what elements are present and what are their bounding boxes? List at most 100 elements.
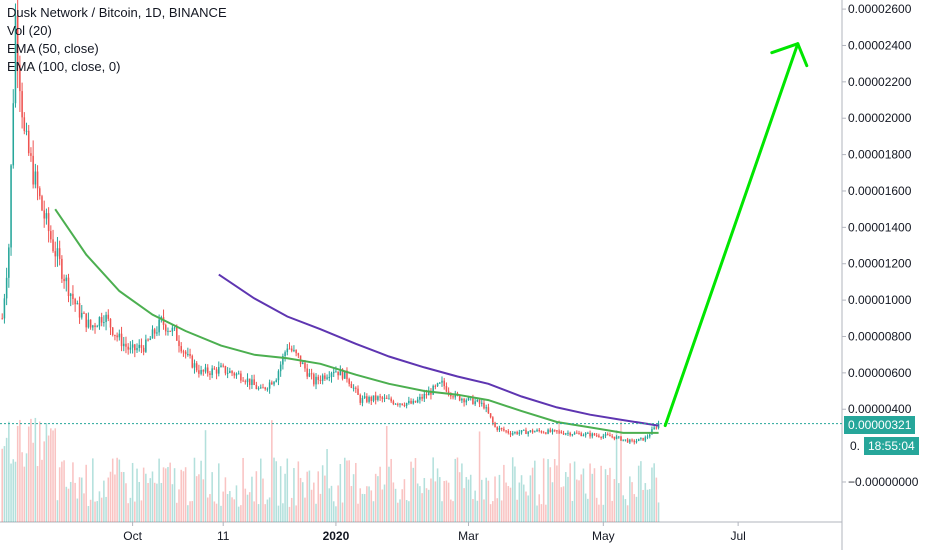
- ema50-line: [54, 208, 659, 434]
- volume-bar: [21, 452, 23, 522]
- candle-body: [308, 373, 311, 377]
- candle-body: [78, 303, 81, 318]
- candle-body: [282, 356, 284, 365]
- candle-body: [114, 334, 116, 336]
- candle-body: [370, 397, 373, 401]
- legend-ema100[interactable]: EMA (100, close, 0): [7, 59, 121, 74]
- candle-body: [423, 394, 426, 399]
- volume-bar: [589, 463, 591, 522]
- candle-body: [507, 431, 510, 434]
- candle-body: [604, 434, 607, 436]
- candle-body: [611, 436, 613, 438]
- volume-bar: [308, 470, 311, 522]
- volume-bar: [5, 437, 8, 522]
- legend-vol[interactable]: Vol (20): [7, 23, 52, 38]
- candle-body: [200, 370, 202, 374]
- candle-body: [427, 391, 430, 396]
- candle-body: [640, 437, 642, 439]
- volume-bar: [297, 461, 300, 522]
- volume-bar: [646, 489, 649, 522]
- candle-body: [164, 324, 167, 332]
- candle-body: [8, 247, 10, 278]
- volume-bar: [286, 458, 289, 522]
- volume-bar: [288, 506, 291, 522]
- candle-body: [240, 373, 242, 381]
- volume-bar: [560, 487, 563, 522]
- candle-body: [288, 348, 291, 350]
- candle-body: [511, 433, 514, 435]
- volume-bar: [89, 499, 92, 522]
- candle-body: [476, 399, 479, 402]
- volume-bar: [615, 430, 618, 522]
- volume-bar: [414, 458, 417, 522]
- candle-body: [32, 155, 34, 185]
- candle-body: [142, 347, 145, 352]
- candle-body: [534, 431, 536, 433]
- candle-body: [341, 369, 344, 379]
- candle-body: [295, 349, 297, 354]
- volume-bar: [496, 498, 499, 522]
- candle-body: [189, 354, 191, 356]
- volume-bar: [63, 460, 65, 522]
- candle-body: [368, 397, 370, 402]
- candle-body: [481, 402, 483, 404]
- candle-body: [297, 353, 300, 356]
- candle-body: [416, 399, 419, 403]
- candle-body: [629, 439, 631, 443]
- volume-bar: [3, 446, 6, 522]
- volume-bar: [58, 467, 61, 522]
- candle-body: [390, 398, 392, 402]
- volume-bar: [474, 490, 476, 522]
- volume-bar: [100, 497, 103, 522]
- candle-body: [116, 335, 118, 338]
- candle-body: [264, 387, 266, 390]
- volume-bar: [657, 502, 660, 522]
- volume-bar: [134, 501, 136, 522]
- ema100-line: [218, 273, 659, 427]
- volume-bar: [116, 457, 118, 522]
- volume-bar: [295, 505, 297, 522]
- candle-body: [14, 15, 17, 104]
- candle-body: [213, 368, 216, 370]
- candle-body: [158, 319, 160, 333]
- volume-bar: [450, 499, 452, 522]
- candle-body: [381, 397, 384, 399]
- volume-bar: [587, 498, 589, 522]
- candle-body: [531, 430, 534, 433]
- candle-body: [562, 433, 565, 435]
- volume-bar: [324, 475, 326, 522]
- candle-body: [204, 367, 207, 372]
- volume-bar: [149, 478, 152, 522]
- volume-bar: [410, 461, 412, 522]
- volume-bar: [527, 495, 529, 522]
- volume-bar: [633, 494, 636, 522]
- volume-bar: [122, 472, 125, 522]
- volume-bar: [74, 482, 76, 522]
- candle-body: [646, 436, 649, 438]
- volume-bar: [255, 471, 258, 522]
- candle-body: [277, 371, 280, 381]
- candle-body: [260, 387, 262, 389]
- candle-body: [109, 318, 112, 328]
- volume-bar: [184, 467, 187, 522]
- volume-bar: [27, 426, 30, 522]
- candle-body: [202, 370, 205, 372]
- volume-bar: [213, 501, 216, 522]
- candle-body: [235, 373, 238, 376]
- volume-bar: [131, 462, 134, 522]
- volume-bar: [195, 476, 198, 522]
- legend-ema50[interactable]: EMA (50, close): [7, 41, 99, 56]
- y-tick-label: 0.00001600: [848, 184, 912, 198]
- candle-body: [268, 382, 271, 389]
- candle-body: [461, 398, 463, 401]
- candle-body: [111, 327, 114, 335]
- volume-bar: [337, 485, 339, 522]
- volume-bar: [370, 490, 373, 522]
- volume-bar: [567, 476, 569, 522]
- volume-bar: [306, 471, 308, 522]
- volume-bar: [284, 473, 286, 522]
- candle-body: [324, 375, 326, 379]
- y-tick-label: 0.00002200: [848, 75, 912, 89]
- volume-bar: [169, 462, 171, 522]
